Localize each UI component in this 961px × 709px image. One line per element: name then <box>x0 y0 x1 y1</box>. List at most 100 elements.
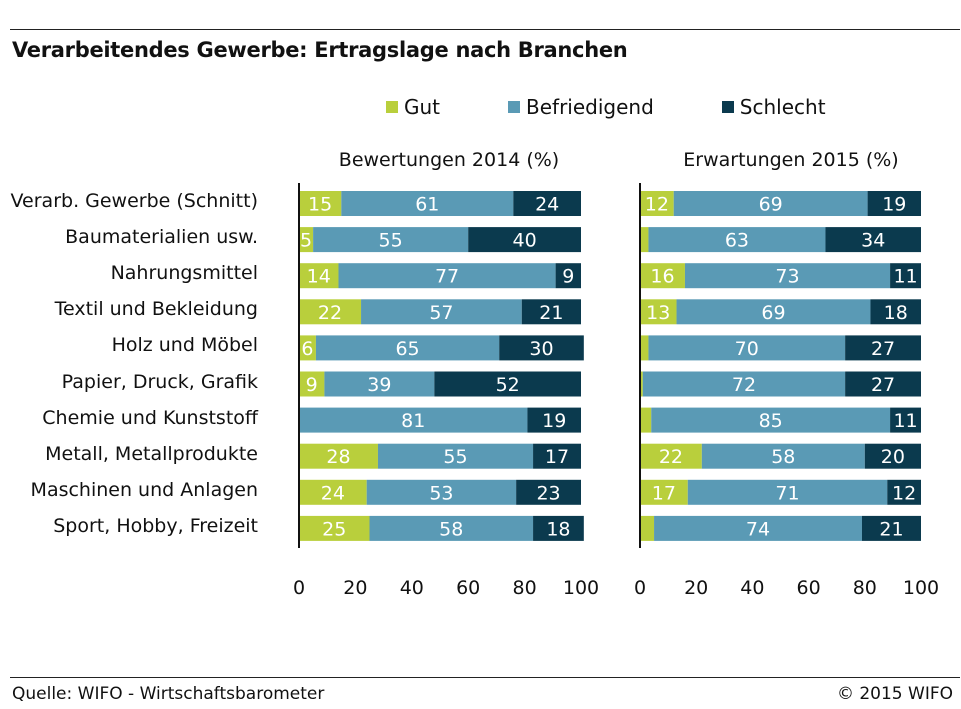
bar-value-label: 77 <box>435 266 459 288</box>
bar-value-label: 25 <box>322 518 346 540</box>
bar-segment-schlecht <box>434 371 581 397</box>
category-label: Holz und Möbel <box>111 334 258 357</box>
bar-segment-befriedigend <box>684 263 891 289</box>
bar-segment-schlecht <box>555 263 581 289</box>
x-tick-label: 80 <box>852 577 877 599</box>
legend-item-schlecht: Schlecht <box>721 95 826 119</box>
bar-segment-gut <box>299 515 370 541</box>
bar-value-label: 30 <box>529 338 553 360</box>
bar-value-label: 22 <box>659 446 683 468</box>
bar-segment-schlecht <box>890 407 921 433</box>
bar-value-label: 81 <box>401 410 425 432</box>
bar-segment-schlecht <box>468 227 581 253</box>
legend-label-befriedigend: Befriedigend <box>526 95 654 119</box>
bar-segment-schlecht <box>890 263 921 289</box>
bar-value-label: 21 <box>879 518 903 540</box>
bar-value-label: 19 <box>882 194 906 216</box>
category-label: Chemie und Kunststoff <box>42 406 258 429</box>
bar-value-label: 18 <box>884 302 908 324</box>
top-rule <box>10 29 960 30</box>
bar-value-label: 55 <box>443 446 467 468</box>
bar-value-label: 27 <box>871 338 895 360</box>
bar-segment-schlecht <box>864 443 921 469</box>
legend-label-gut: Gut <box>404 95 441 119</box>
bar-value-label: 73 <box>775 266 799 288</box>
bar-segment-befriedigend <box>338 263 556 289</box>
bar-value-label: 17 <box>545 446 569 468</box>
bar-segment-schlecht <box>516 479 581 505</box>
bar-value-label: 15 <box>308 194 332 216</box>
bar-segment-schlecht <box>499 335 584 361</box>
x-tick-label: 20 <box>343 577 368 599</box>
bar-segment-gut <box>299 263 339 289</box>
bar-value-label: 63 <box>725 230 749 252</box>
bar-segment-gut <box>640 191 674 216</box>
panel-title-2014: Bewertungen 2014 (%) <box>338 149 560 171</box>
bar-segment-gut <box>299 479 367 505</box>
panel-title-2015: Erwartungen 2015 (%) <box>683 149 899 171</box>
bar-value-label: 11 <box>893 410 917 432</box>
x-tick-label: 40 <box>740 577 765 599</box>
bar-segment-befriedigend <box>313 227 469 253</box>
category-label: Maschinen und Anlagen <box>30 478 258 501</box>
bar-value-label: 70 <box>735 338 759 360</box>
bar-segment-gut <box>640 335 649 361</box>
legend-item-befriedigend: Befriedigend <box>508 95 654 119</box>
bar-segment-befriedigend <box>673 191 868 216</box>
bar-value-label: 5 <box>300 230 312 252</box>
x-tick-label: 0 <box>633 577 647 599</box>
bar-segment-befriedigend <box>324 371 435 397</box>
bar-segment-schlecht <box>887 479 921 505</box>
legend-label-schlecht: Schlecht <box>739 95 826 119</box>
bar-value-label: 24 <box>321 482 345 504</box>
bar-value-label: 40 <box>513 230 537 252</box>
x-tick-label: 100 <box>562 577 600 599</box>
bar-value-label: 20 <box>881 446 905 468</box>
x-tick-label: 100 <box>902 577 940 599</box>
bar-segment-schlecht <box>521 299 581 325</box>
legend-item-gut: Gut <box>386 95 440 119</box>
bar-value-label: 58 <box>771 446 795 468</box>
bar-value-label: 17 <box>652 482 676 504</box>
x-tick-label: 80 <box>512 577 537 599</box>
bar-segment-gut <box>299 443 378 469</box>
bar-value-label: 24 <box>535 194 559 216</box>
category-label: Verarb. Gewerbe (Schnitt) <box>10 190 258 212</box>
copyright-note: © 2015 WIFO <box>836 684 953 704</box>
legend: Gut Befriedigend Schlecht <box>386 94 826 120</box>
bar-value-label: 13 <box>646 302 670 324</box>
bar-value-label: 12 <box>892 482 916 504</box>
bar-value-label: 69 <box>759 194 783 216</box>
bar-value-label: 16 <box>650 266 674 288</box>
bar-value-label: 23 <box>536 482 560 504</box>
bar-segment-befriedigend <box>369 515 534 541</box>
category-label: Baumaterialien usw. <box>65 226 258 249</box>
bar-segment-befriedigend <box>341 191 514 216</box>
bar-value-label: 55 <box>379 230 403 252</box>
bar-value-label: 9 <box>306 374 318 396</box>
bar-value-label: 52 <box>496 374 520 396</box>
bar-segment-gut <box>299 227 314 253</box>
bar-segment-gut <box>640 263 685 289</box>
bar-value-label: 18 <box>546 518 570 540</box>
bar-segment-gut <box>640 371 643 397</box>
category-label: Nahrungsmittel <box>110 262 258 285</box>
bar-segment-gut <box>640 299 677 325</box>
bar-value-label: 6 <box>301 338 313 360</box>
source-note: Quelle: WIFO - Wirtschaftsbarometer <box>12 684 325 704</box>
bar-value-label: 21 <box>539 302 563 324</box>
bar-value-label: 58 <box>439 518 463 540</box>
bar-segment-schlecht <box>845 335 921 361</box>
x-tick-label: 60 <box>456 577 481 599</box>
bar-segment-befriedigend <box>651 407 891 433</box>
category-label: Sport, Hobby, Freizeit <box>53 514 258 537</box>
bar-value-label: 53 <box>429 482 453 504</box>
bar-value-label: 72 <box>732 374 756 396</box>
bar-segment-schlecht <box>513 191 581 216</box>
bar-segment-befriedigend <box>648 227 826 253</box>
bar-segment-gut <box>640 443 702 469</box>
bar-segment-schlecht <box>527 407 581 433</box>
bar-segment-gut <box>640 407 652 433</box>
bar-segment-schlecht <box>870 299 921 325</box>
